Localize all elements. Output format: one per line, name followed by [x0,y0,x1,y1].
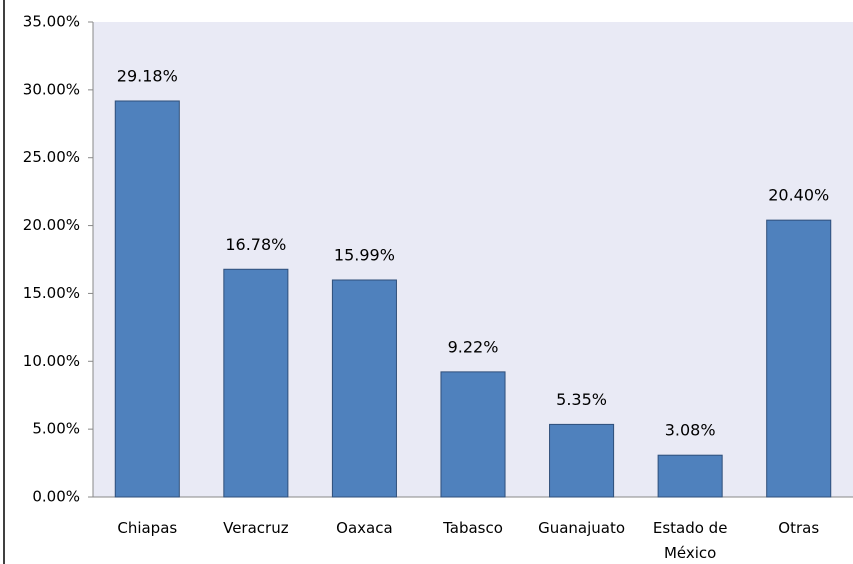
data-label: 15.99% [334,245,395,264]
x-tick-label: Guanajuato [538,519,626,537]
x-tick-label: Veracruz [223,519,289,537]
bar [440,371,506,498]
x-tick-label: Otras [778,519,820,537]
bar [223,268,289,498]
data-label: 5.35% [556,390,607,409]
x-tick-label: Estado de México [652,519,728,562]
bar [657,454,723,498]
y-tick-label: 15.00% [23,284,80,302]
bar [331,279,397,498]
data-label: 16.78% [225,235,286,254]
y-tick-label: 20.00% [23,216,80,234]
y-tick-label: 10.00% [23,352,80,370]
y-tick-label: 0.00% [32,488,80,506]
x-tick-label: Chiapas [117,519,178,537]
y-tick-label: 25.00% [23,148,80,166]
data-label: 9.22% [448,337,499,356]
data-label: 3.08% [665,421,716,440]
y-tick-label: 35.00% [23,13,80,31]
bar [766,219,832,498]
x-tick-label: Tabasco [443,519,503,537]
bar [549,423,615,498]
data-label: 20.40% [768,186,829,205]
bar [114,100,180,498]
y-tick-label: 5.00% [32,420,80,438]
data-label: 29.18% [117,66,178,85]
y-tick-label: 30.00% [23,80,80,98]
x-tick-label: Oaxaca [336,519,393,537]
